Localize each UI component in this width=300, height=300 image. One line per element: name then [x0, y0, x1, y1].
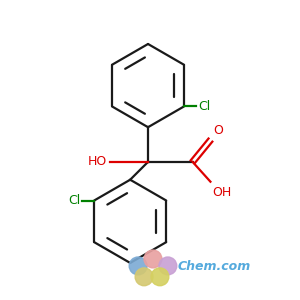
Circle shape: [151, 268, 169, 286]
Circle shape: [144, 250, 162, 268]
Text: HO: HO: [88, 155, 107, 168]
Text: Cl: Cl: [198, 100, 210, 113]
Text: OH: OH: [212, 186, 232, 199]
Circle shape: [129, 257, 147, 275]
Circle shape: [135, 268, 153, 286]
Text: O: O: [213, 124, 223, 137]
Text: Cl: Cl: [68, 194, 80, 207]
Circle shape: [159, 257, 177, 275]
Text: Chem.com: Chem.com: [178, 260, 251, 273]
